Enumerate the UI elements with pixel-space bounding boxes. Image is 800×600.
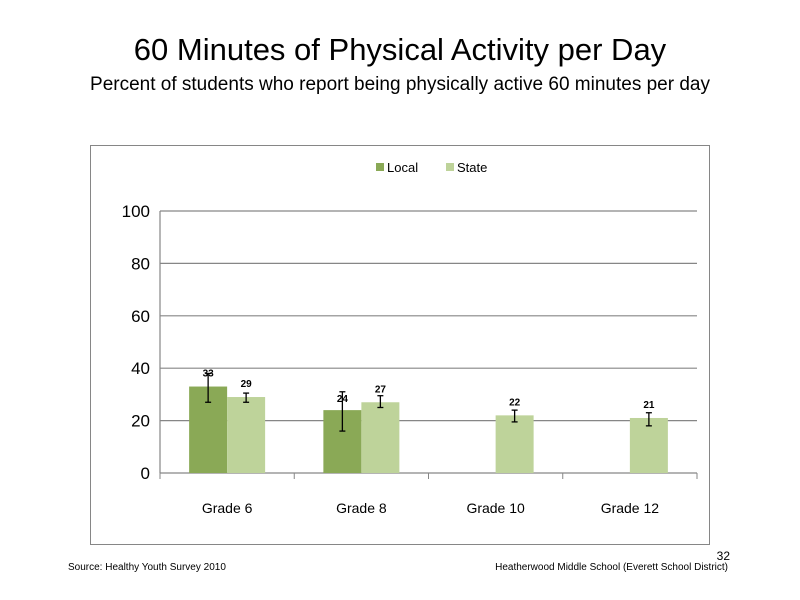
x-tick-label: Grade 8 xyxy=(336,500,387,516)
bar-state xyxy=(227,397,266,473)
chart-area: 0 20 40 60 80 100 Grade 6 Grade 8 Grade 10 Grade … xyxy=(90,145,710,545)
bar-state xyxy=(629,417,668,473)
y-tick-label: 40 xyxy=(131,359,150,378)
x-tick-label: Grade 10 xyxy=(466,500,525,516)
data-label: 27 xyxy=(375,384,387,395)
x-tick-label: Grade 6 xyxy=(202,500,253,516)
slide-subtitle: Percent of students who report being phy… xyxy=(90,74,710,95)
data-label: 24 xyxy=(337,394,349,405)
slide-title: 60 Minutes of Physical Activity per Day xyxy=(133,32,667,67)
legend-label-local: Local xyxy=(387,160,418,175)
legend-swatch-local xyxy=(376,163,384,171)
bar-chart: 0 20 40 60 80 100 Grade 6 Grade 8 Grade 10 Grade … xyxy=(122,160,698,516)
legend-label-state: State xyxy=(457,160,487,175)
source-note: Source: Healthy Youth Survey 2010 xyxy=(68,562,226,573)
y-tick-label: 60 xyxy=(131,307,150,326)
school-name: Heatherwood Middle School (Everett Schoo… xyxy=(495,562,728,573)
y-tick-label: 20 xyxy=(131,412,150,431)
bar-state xyxy=(495,415,534,473)
legend-swatch-state xyxy=(446,163,454,171)
data-label: 29 xyxy=(241,379,253,390)
page-number: 32 xyxy=(716,549,730,563)
y-tick-label: 80 xyxy=(131,254,150,273)
y-tick-label: 0 xyxy=(141,464,150,483)
data-label: 22 xyxy=(509,397,521,408)
data-label: 33 xyxy=(203,369,215,380)
data-label: 21 xyxy=(643,400,655,411)
bar-state xyxy=(361,402,400,473)
x-tick-label: Grade 12 xyxy=(601,500,660,516)
y-tick-label: 100 xyxy=(122,202,150,221)
